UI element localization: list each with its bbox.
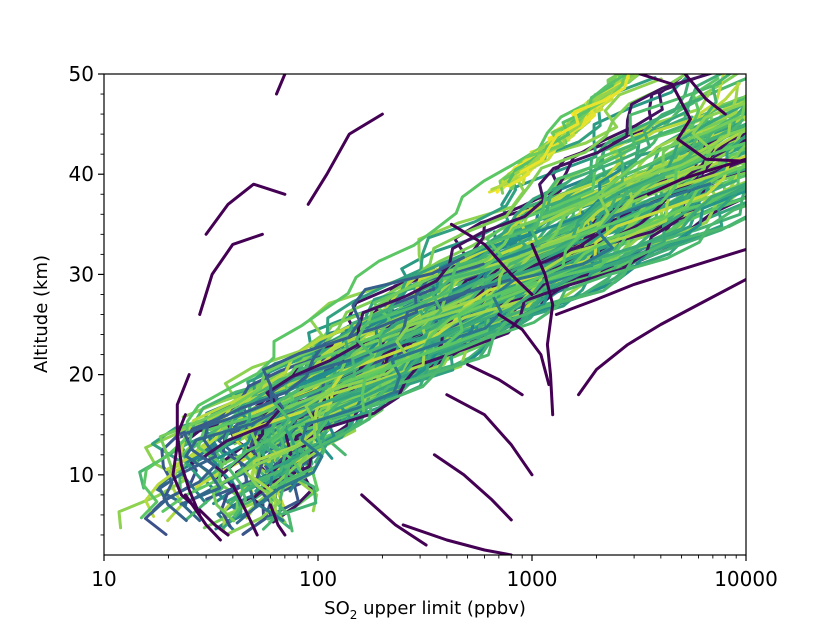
y-tick-label: 40 [69,162,94,186]
density-profile [290,182,746,423]
x-tick-label: 10 [91,567,116,591]
series-line-22 [175,413,202,517]
y-tick-label: 10 [69,463,94,487]
y-axis-label: Altitude (km) [31,255,52,373]
series-line-7 [638,74,746,163]
series-line-3 [198,232,264,316]
density-profile [300,219,679,447]
series-line-20 [231,483,259,537]
x-tick-label: 100 [299,567,337,591]
density-profile [360,141,746,413]
series-line-12 [466,363,524,397]
series-line-16 [401,523,513,555]
series-line-10 [497,313,551,387]
series-line-8 [683,74,727,116]
series-line-15 [360,493,428,547]
series-layer [171,74,746,555]
density-profile [519,74,631,174]
series-line-19 [269,503,287,537]
y-tick-label: 30 [69,262,94,286]
x-tick-label: 1000 [507,567,558,591]
density-profile [284,216,746,469]
density-profile [229,123,746,506]
density-profile [178,74,689,459]
series-line-14 [432,453,513,522]
series-line-2 [204,182,287,236]
series-line-18 [198,508,230,537]
series-line-4 [554,247,746,316]
y-tick-label: 20 [69,363,94,387]
density-layer [117,74,746,536]
density-profile [226,81,722,518]
series-line-21 [171,373,195,507]
y-tick-label: 50 [69,62,94,86]
density-profile [256,182,712,522]
series-line-11 [449,222,534,296]
series-line-6 [646,157,746,196]
x-tick-label: 10000 [714,567,778,591]
x-axis-label: SO2 upper limit (ppbv) [324,598,526,622]
series-line-5 [577,277,746,397]
density-profile [331,186,746,420]
density-profile [158,98,746,471]
density-profile [525,74,627,159]
density-profile [233,154,746,437]
series-line-9 [530,242,555,417]
axis-layer: 10 100 1000 10000 10 20 30 40 50 [69,62,778,591]
series-line-0 [275,74,287,96]
series-line-13 [445,393,534,477]
series-line-1 [306,112,384,206]
density-profile [148,256,465,516]
density-profile [333,138,746,400]
